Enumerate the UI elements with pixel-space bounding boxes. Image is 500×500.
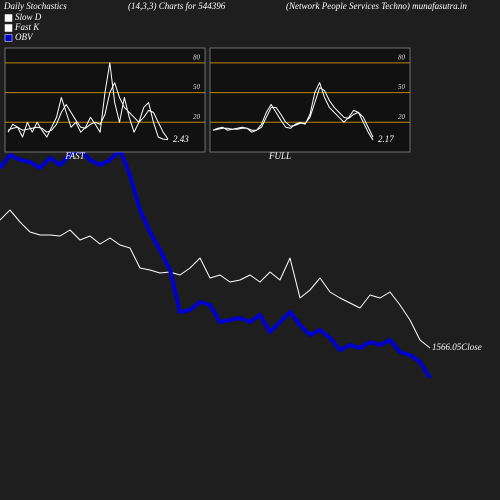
last-value-label: 1566.05Close <box>432 342 482 352</box>
y-tick-label: 50 <box>398 83 406 91</box>
series-line <box>7 62 169 141</box>
legend-swatch <box>4 14 13 22</box>
y-tick-label: 50 <box>193 83 201 91</box>
legend-label: Fast K <box>14 22 40 32</box>
header-center: (14,3,3) Charts for 544396 <box>128 1 226 11</box>
last-value-label: 2.43 <box>173 134 189 144</box>
panel-title: FULL <box>268 151 291 161</box>
series-line <box>0 209 431 349</box>
series-line <box>0 148 432 380</box>
y-tick-label: 80 <box>398 53 406 61</box>
legend-label: Slow D <box>15 12 42 22</box>
legend-swatch <box>4 24 13 32</box>
panel <box>209 47 411 153</box>
panel-title: FAST <box>64 151 85 161</box>
last-value-label: 2.17 <box>378 134 394 144</box>
panel <box>4 47 206 153</box>
y-tick-label: 20 <box>398 113 406 121</box>
series-line <box>212 82 374 141</box>
header-left: Daily Stochastics <box>3 1 67 11</box>
header-right: (Network People Services Techno) munafas… <box>286 1 467 11</box>
legend-swatch <box>4 34 13 42</box>
y-tick-label: 80 <box>193 53 201 61</box>
close-name: Close <box>461 342 482 352</box>
legend-label: OBV <box>15 32 34 42</box>
close-value: 1566.05 <box>432 342 462 352</box>
y-tick-label: 20 <box>193 113 201 121</box>
